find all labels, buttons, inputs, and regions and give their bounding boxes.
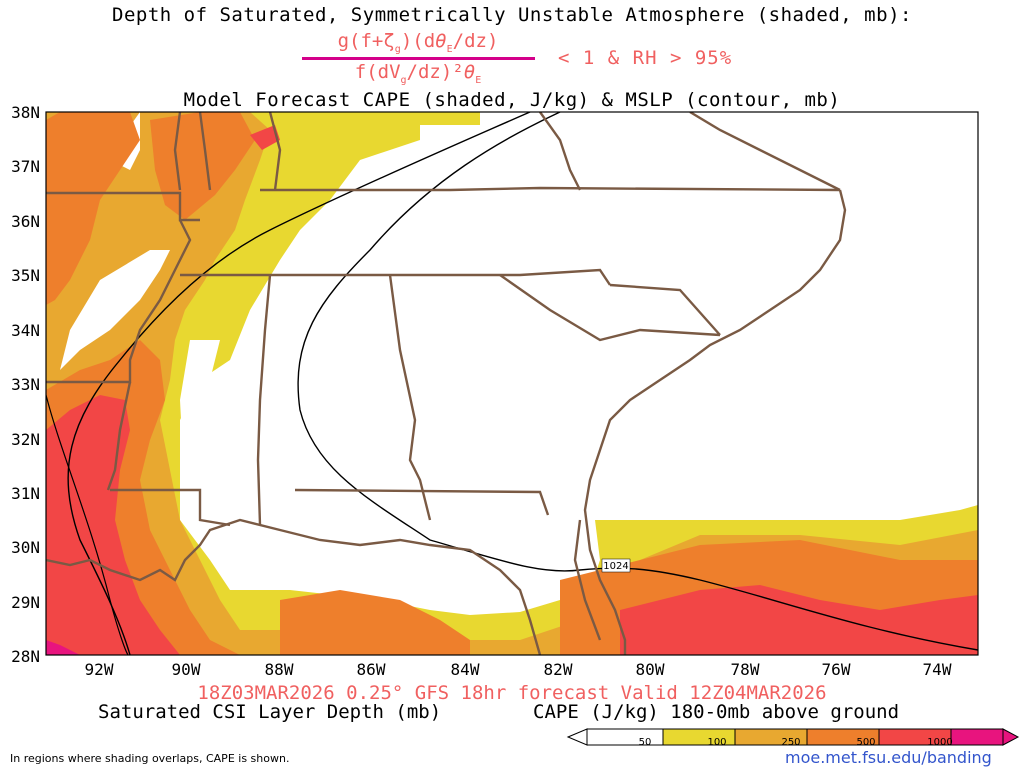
lon-label: 74W	[923, 660, 952, 679]
lon-label: 78W	[731, 660, 760, 679]
lat-label: 29N	[11, 593, 40, 612]
title-line-3: Model Forecast CAPE (shaded, J/kg) & MSL…	[183, 89, 841, 111]
colorbar: 50 100 250 500 1000	[566, 728, 1020, 748]
lat-label: 31N	[11, 484, 40, 503]
lat-label: 38N	[11, 103, 40, 122]
state-boundaries	[46, 112, 847, 655]
lat-label: 35N	[11, 266, 40, 285]
lat-label: 28N	[11, 647, 40, 666]
lon-label: 92W	[85, 660, 114, 679]
valid-time-line: 18Z03MAR2026 0.25° GFS 18hr forecast Val…	[197, 682, 827, 704]
lon-label: 80W	[636, 660, 665, 679]
formula-numerator: g(f+ζg)(dθE/dz)	[337, 30, 499, 55]
lon-label: 82W	[544, 660, 573, 679]
cape-label: CAPE (J/kg) 180-0mb above ground	[533, 701, 900, 723]
formula-condition: < 1 & RH > 95%	[558, 47, 733, 69]
lat-label: 30N	[11, 538, 40, 557]
colorbar-tick: 100	[707, 737, 726, 748]
lat-label: 32N	[11, 430, 40, 449]
lat-label: 36N	[11, 212, 40, 231]
colorbar-tick: 1000	[927, 737, 952, 748]
colorbar-tick: 500	[856, 737, 875, 748]
lon-label: 86W	[357, 660, 386, 679]
isobar-label: 1024	[603, 561, 628, 572]
map-frame	[45, 111, 979, 656]
csi-layer-label: Saturated CSI Layer Depth (mb)	[98, 701, 442, 723]
lon-label: 90W	[172, 660, 201, 679]
colorbar-tick: 250	[781, 737, 800, 748]
overlap-note: In regions where shading overlaps, CAPE …	[10, 752, 290, 765]
cape-shading: 1024	[46, 112, 978, 655]
lat-label: 34N	[11, 321, 40, 340]
lat-label: 37N	[11, 157, 40, 176]
lon-label: 88W	[265, 660, 294, 679]
site-link[interactable]: moe.met.fsu.edu/banding	[785, 748, 992, 767]
lon-label: 84W	[451, 660, 480, 679]
lat-label: 33N	[11, 375, 40, 394]
formula-fraction-bar	[302, 57, 535, 60]
lon-label: 76W	[822, 660, 851, 679]
formula-denominator: f(dVg/dz)²θE	[354, 61, 482, 86]
title-line-1: Depth of Saturated, Symmetrically Unstab…	[112, 4, 912, 26]
colorbar-tick: 50	[639, 737, 652, 748]
